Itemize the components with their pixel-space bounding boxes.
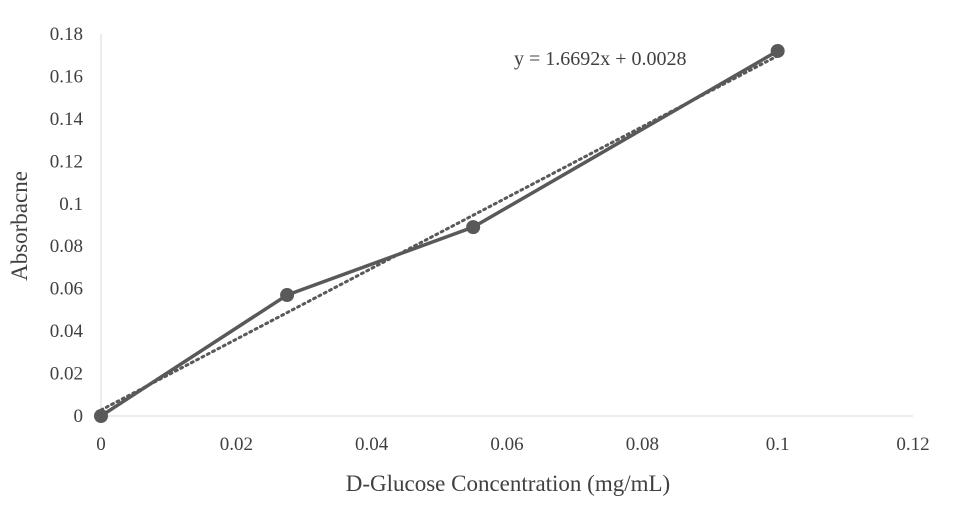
y-tick-label: 0.1 bbox=[59, 194, 83, 215]
series-group bbox=[94, 43, 785, 423]
y-tick-label: 0.02 bbox=[50, 364, 83, 385]
y-tick-label: 0.18 bbox=[50, 24, 83, 45]
x-axis-title: D-Glucose Concentration (mg/mL) bbox=[346, 471, 670, 496]
x-tick-label: 0.06 bbox=[490, 434, 523, 455]
trendline-equation: y = 1.6692x + 0.0028 bbox=[514, 48, 687, 70]
x-tick-label: 0.02 bbox=[220, 434, 253, 455]
y-tick-label: 0.08 bbox=[50, 236, 83, 257]
x-tick-label: 0.12 bbox=[896, 434, 929, 455]
data-point bbox=[280, 288, 295, 303]
y-axis-ticks: 0 0.02 0.04 0.06 0.08 0.1 0.12 0.14 0.16 0.18 bbox=[50, 24, 84, 427]
data-point bbox=[94, 409, 108, 423]
x-tick-label: 0 bbox=[96, 434, 106, 455]
y-tick-label: 0 bbox=[74, 406, 84, 427]
y-tick-label: 0.14 bbox=[50, 109, 84, 130]
axes bbox=[100, 34, 913, 417]
y-tick-label: 0.12 bbox=[50, 151, 83, 172]
x-axis-ticks: 0 0.02 0.04 0.06 0.08 0.1 0.12 bbox=[96, 434, 929, 455]
y-axis-title: Absorbacne bbox=[7, 171, 32, 281]
series-line bbox=[100, 49, 779, 418]
data-point bbox=[770, 43, 785, 58]
x-tick-label: 0.04 bbox=[355, 434, 389, 455]
y-tick-label: 0.04 bbox=[50, 321, 84, 342]
y-tick-label: 0.06 bbox=[50, 279, 83, 300]
x-tick-label: 0.1 bbox=[766, 434, 790, 455]
y-tick-label: 0.16 bbox=[50, 66, 83, 87]
data-point bbox=[466, 220, 481, 235]
x-tick-label: 0.08 bbox=[626, 434, 659, 455]
